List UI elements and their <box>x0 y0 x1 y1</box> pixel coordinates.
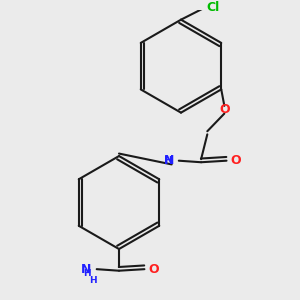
Text: H: H <box>89 276 97 285</box>
Text: H: H <box>164 156 172 166</box>
Text: O: O <box>148 263 159 276</box>
Text: N: N <box>164 154 174 167</box>
Text: O: O <box>219 103 230 116</box>
Text: H: H <box>83 269 91 278</box>
Text: O: O <box>230 154 241 167</box>
Text: N: N <box>81 263 92 276</box>
Text: Cl: Cl <box>207 1 220 14</box>
